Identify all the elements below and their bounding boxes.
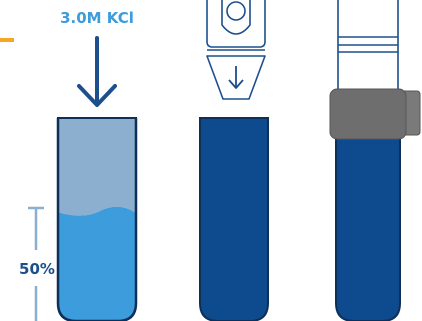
- cap: [329, 88, 407, 140]
- bracket-icon: [28, 206, 44, 321]
- accent-bar: [0, 38, 14, 42]
- down-arrow-icon: [77, 36, 117, 107]
- solution-label: 3.0M KCl: [60, 9, 134, 27]
- tube-solution: [58, 206, 136, 321]
- tube-lower-body: [335, 125, 401, 321]
- fill-level-label: 50%: [19, 260, 55, 278]
- tube-filled: [199, 117, 269, 321]
- tube-outline: [56, 118, 138, 321]
- tube-partially-filled: [56, 117, 138, 321]
- dispenser-nozzle-icon: [206, 0, 266, 100]
- tube-empty-portion: [58, 118, 136, 216]
- tube-upper-body: [337, 0, 399, 96]
- capped-tube: [329, 0, 421, 321]
